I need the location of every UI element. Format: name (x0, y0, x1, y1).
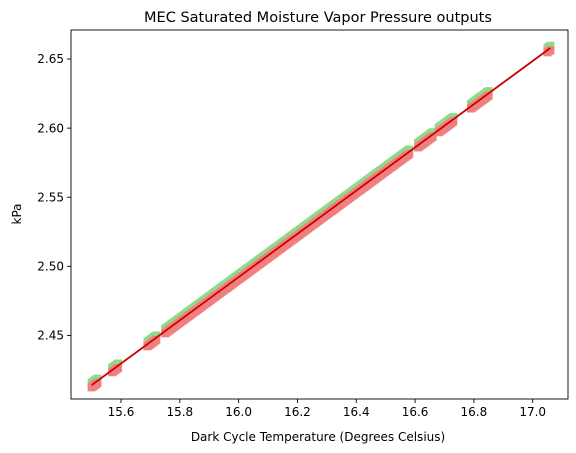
x-tick-label: 15.8 (166, 405, 193, 419)
scatter-point (546, 46, 555, 55)
y-tick-label: 2.50 (37, 260, 64, 274)
scatter-point (405, 145, 414, 154)
x-tick-label: 16.0 (225, 405, 252, 419)
scatter-point (93, 379, 102, 388)
y-tick-label: 2.60 (37, 121, 64, 135)
y-tick-label: 2.55 (37, 190, 64, 204)
scatter-point (449, 113, 458, 122)
scatter-point (93, 374, 102, 383)
x-tick-label: 17.0 (519, 405, 546, 419)
scatter-point (428, 128, 437, 137)
fit-line-group (91, 47, 551, 386)
x-tick-label: 16.2 (284, 405, 311, 419)
scatter-point (114, 363, 123, 372)
fit-line (91, 47, 551, 386)
x-tick-label: 15.6 (108, 405, 135, 419)
scatter-point (449, 117, 458, 126)
y-tick-label: 2.65 (37, 52, 64, 66)
scatter-series-red (87, 46, 555, 392)
scatter-point (546, 41, 555, 50)
x-axis: 15.6 15.8 16.0 16.2 16.4 16.6 16.8 17.0 (108, 399, 546, 419)
chart-title: MEC Saturated Moisture Vapor Pressure ou… (144, 10, 492, 26)
y-tick-label: 2.45 (37, 329, 64, 343)
scatter-point (484, 87, 493, 96)
x-tick-label: 16.8 (461, 405, 488, 419)
scatter-point (484, 91, 493, 100)
scatter-point (152, 335, 161, 344)
scatter-point (152, 331, 161, 340)
x-tick-label: 16.4 (343, 405, 370, 419)
scatter-point (405, 149, 414, 158)
y-axis: 2.45 2.50 2.55 2.60 2.65 (37, 52, 71, 343)
plot-area-frame (70, 29, 569, 400)
x-tick-label: 16.6 (402, 405, 429, 419)
scatter-point (428, 132, 437, 141)
y-axis-label: kPa (10, 204, 24, 225)
scatter-point (114, 359, 123, 368)
x-axis-label: Dark Cycle Temperature (Degrees Celsius) (191, 430, 445, 444)
